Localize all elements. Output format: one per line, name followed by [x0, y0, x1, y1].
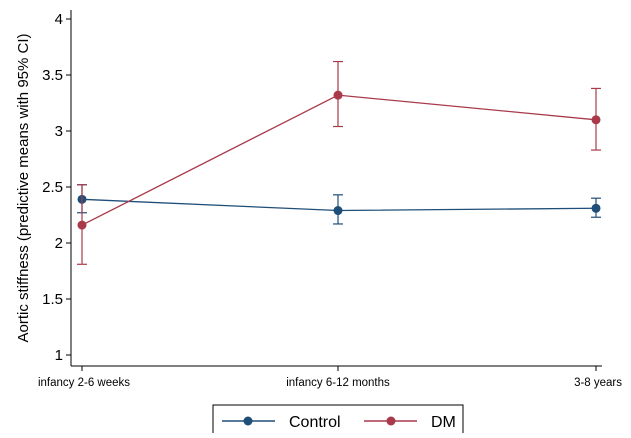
- y-tick-label: 3.5: [42, 67, 63, 84]
- series-control: [77, 184, 601, 225]
- data-point: [77, 220, 87, 230]
- y-axis-label: Aortic stiffness (predictive means with …: [15, 33, 32, 342]
- legend-control-label: Control: [289, 414, 341, 431]
- data-point: [591, 115, 601, 125]
- legend-control-marker: [243, 416, 253, 426]
- y-tick-label: 4: [55, 11, 63, 28]
- y-tick-label: 1: [55, 347, 63, 364]
- x-tick-label: infancy 2-6 weeks: [38, 377, 130, 389]
- data-point: [333, 90, 343, 100]
- x-ticks: infancy 2-6 weeks infancy 6-12 months 3-8 …: [38, 366, 622, 389]
- data-point: [591, 203, 601, 213]
- data-point: [333, 206, 343, 216]
- series-layer: [77, 60, 601, 265]
- y-tick-label: 1.5: [42, 291, 63, 308]
- legend-dm-label: DM: [431, 414, 456, 431]
- x-tick-label: 3-8 years: [574, 377, 622, 389]
- y-tick-label: 2.5: [42, 179, 63, 196]
- y-tick-label: 3: [55, 123, 63, 140]
- series-line: [81, 94, 597, 226]
- y-ticks: 1 1.5 2 2.5 3 3.5 4: [42, 11, 71, 364]
- y-tick-label: 2: [55, 235, 63, 252]
- legend-dm-marker: [386, 416, 396, 426]
- legend: Control DM: [212, 404, 464, 436]
- legend-box: [212, 404, 464, 436]
- series-dm: [77, 60, 601, 265]
- x-tick-label: infancy 6-12 months: [286, 377, 390, 389]
